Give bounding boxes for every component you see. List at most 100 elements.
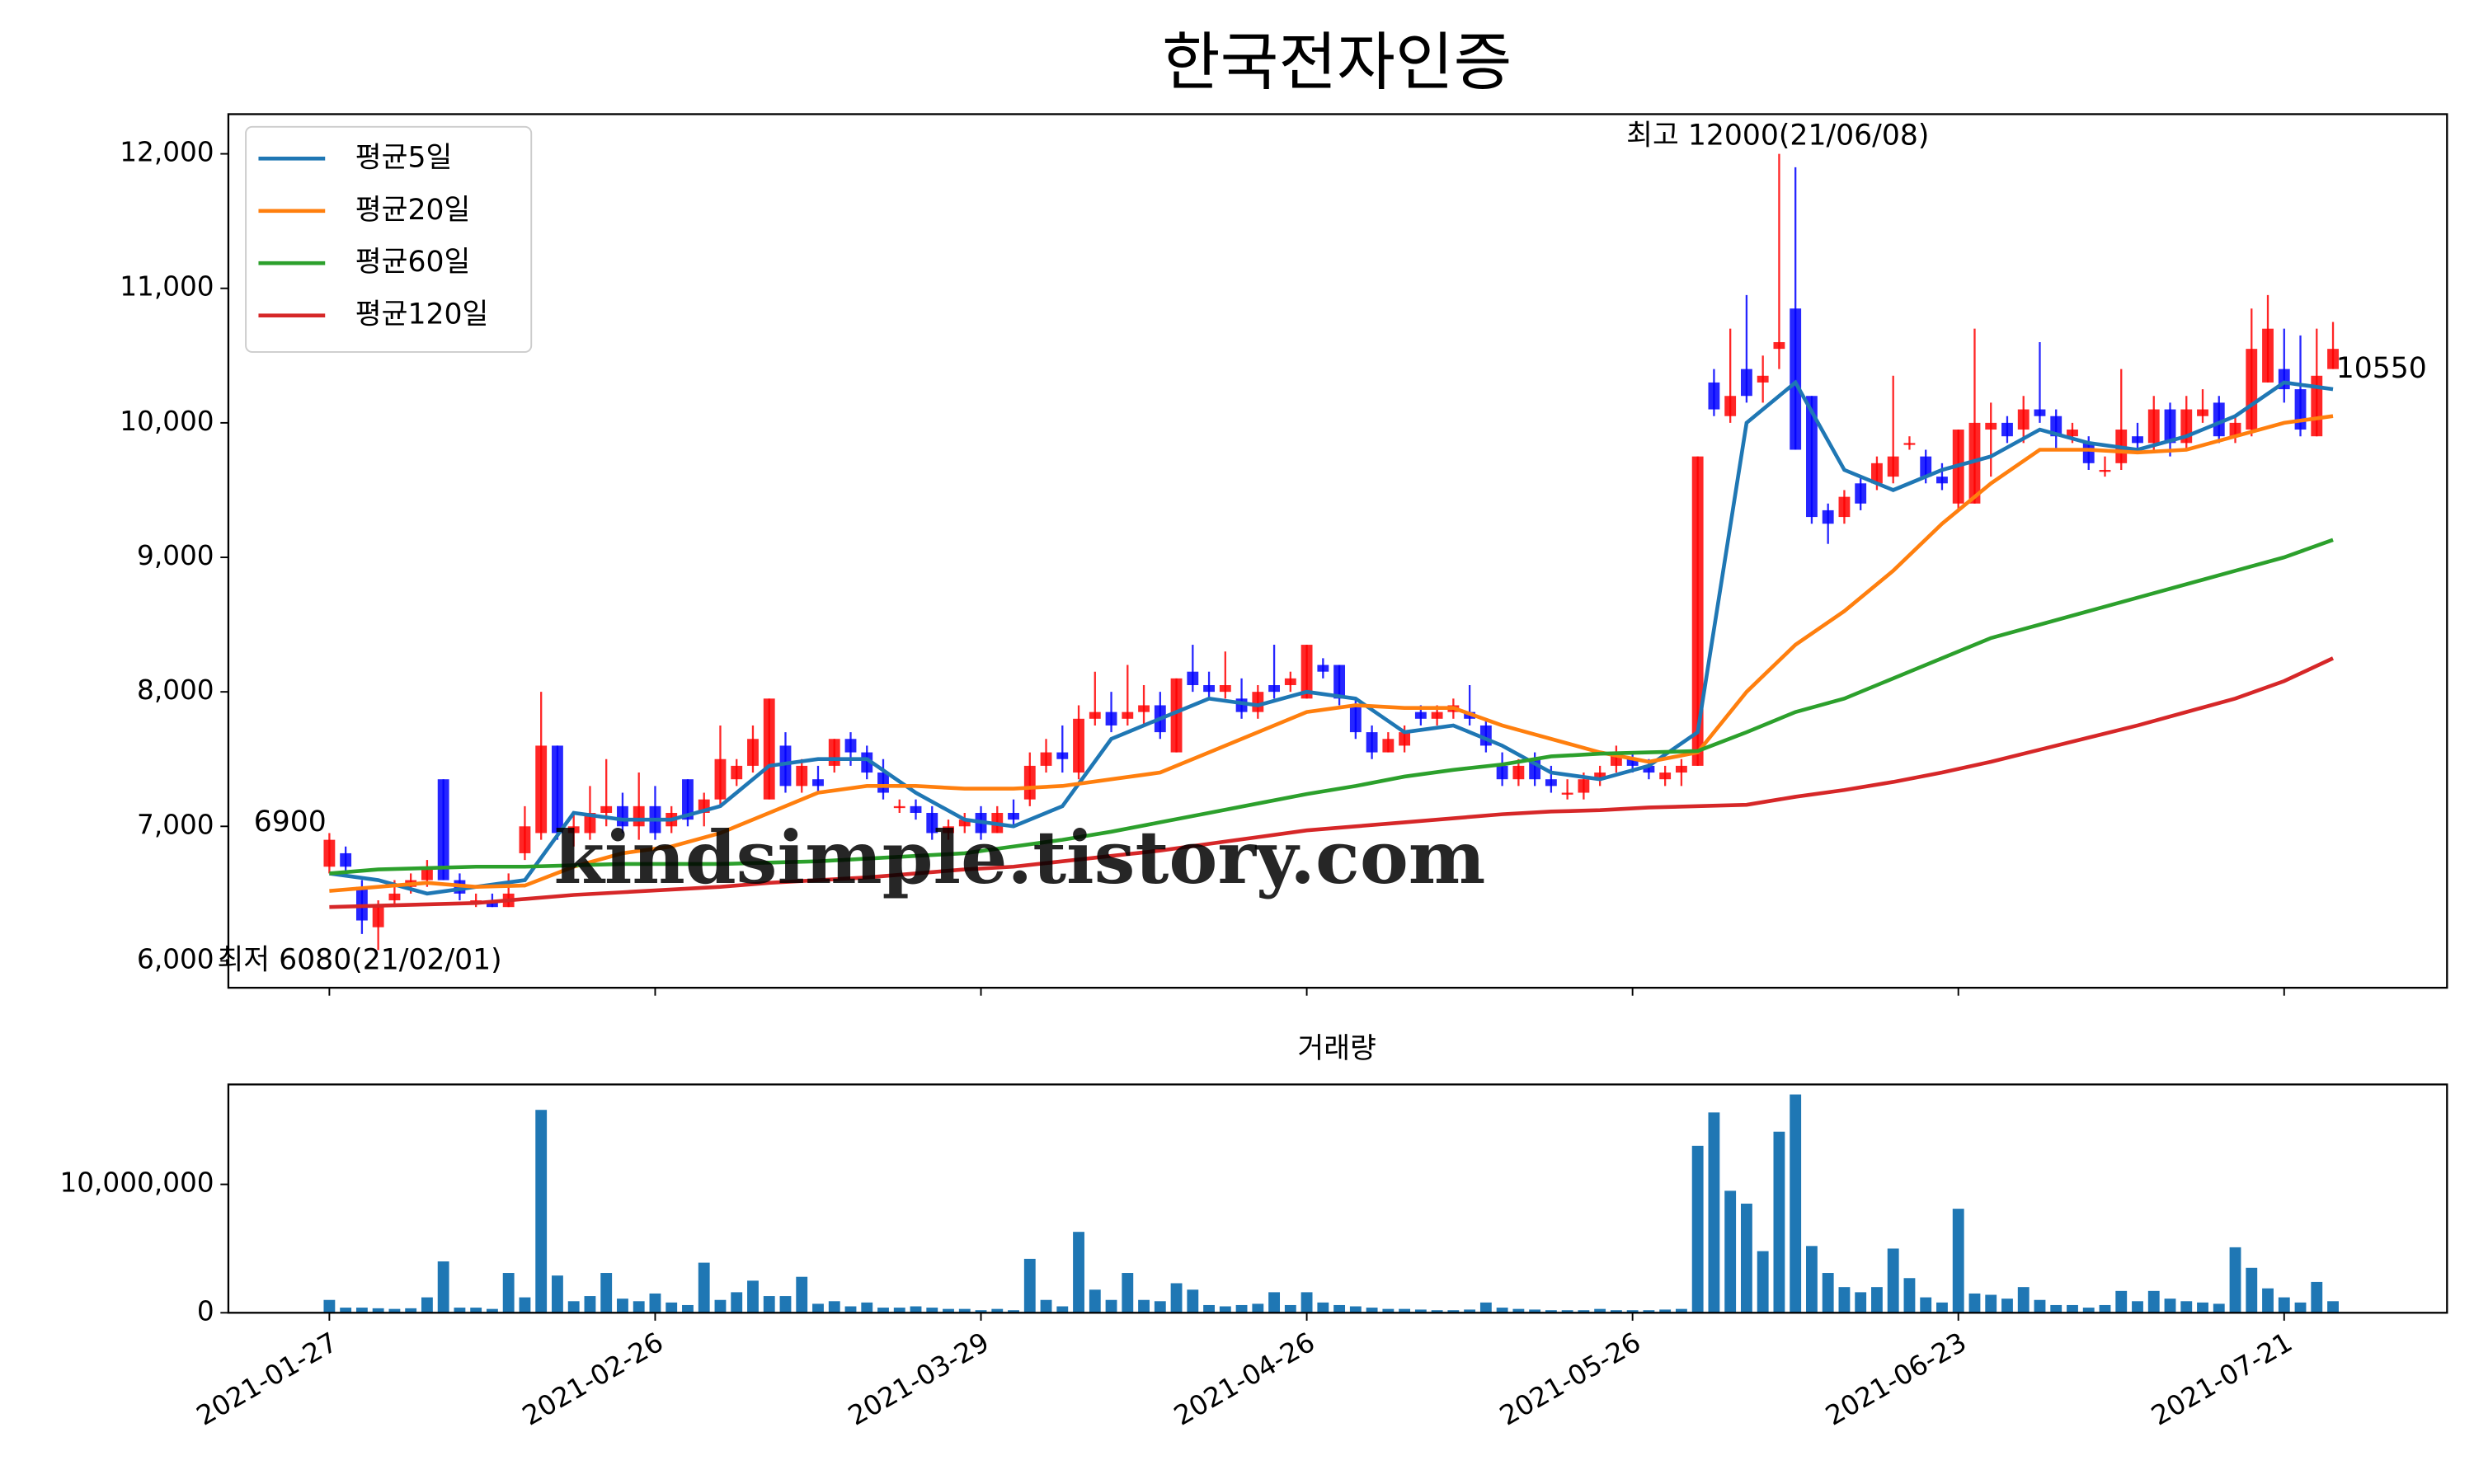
volume-bar — [1952, 1209, 1964, 1313]
volume-bar — [1773, 1131, 1785, 1313]
volume-bar — [1561, 1310, 1573, 1313]
volume-bar — [1040, 1299, 1052, 1313]
candle-body — [1219, 685, 1231, 693]
candle-body — [1936, 477, 1948, 484]
max-annotation: 최고 12000(21/06/08) — [1626, 119, 1929, 152]
candle-body — [1023, 765, 1036, 800]
volume-bar — [388, 1308, 401, 1313]
candle-body — [1790, 308, 1802, 450]
candle-body — [1366, 732, 1378, 753]
volume-bar — [1708, 1112, 1720, 1313]
candle-body — [2147, 409, 2160, 444]
volume-bar — [1806, 1246, 1818, 1313]
volume-bar — [1414, 1309, 1427, 1313]
candle-body — [828, 739, 840, 766]
candle-body — [1284, 678, 1296, 686]
volume-bar — [437, 1261, 449, 1313]
volume-bar — [877, 1308, 889, 1313]
candle-body — [1138, 705, 1150, 712]
candle-body — [1708, 382, 1720, 410]
volume-bar — [1512, 1308, 1525, 1313]
candle-body — [926, 812, 938, 834]
y-tick-label: 10,000 — [120, 406, 214, 437]
volume-bar — [1219, 1306, 1231, 1313]
volume-bar — [731, 1292, 743, 1313]
volume-bar — [844, 1306, 857, 1313]
volume-bar — [2294, 1302, 2307, 1313]
volume-bar — [1268, 1292, 1281, 1313]
volume-bar — [2050, 1304, 2062, 1313]
volume-bar — [1643, 1310, 1655, 1313]
end-annotation: 10550 — [2336, 352, 2427, 385]
candle-body — [1871, 463, 1883, 484]
volume-bar — [519, 1297, 531, 1313]
candle-body — [812, 779, 824, 787]
candle-body — [893, 805, 905, 809]
volume-bar — [1757, 1251, 1769, 1313]
candle-body — [1203, 685, 1215, 693]
volume-bar — [567, 1301, 580, 1313]
volume-bar — [1903, 1278, 1916, 1313]
volume-bar — [926, 1308, 938, 1313]
volume-bar — [682, 1304, 694, 1313]
start-annotation: 6900 — [254, 805, 327, 838]
candle-body — [1855, 483, 1867, 504]
candle-body — [1382, 739, 1395, 753]
candle-body — [1920, 456, 1932, 477]
volume-bar — [470, 1308, 482, 1313]
volume-bar — [1822, 1273, 1834, 1313]
volume-bar — [1187, 1289, 1199, 1313]
volume-bar — [747, 1280, 759, 1313]
volume-bar — [2147, 1290, 2160, 1313]
volume-bar — [1170, 1283, 1183, 1313]
volume-bar — [1382, 1308, 1395, 1313]
volume-bar — [1203, 1304, 1215, 1313]
candle-body — [1056, 752, 1069, 759]
volume-bar — [1300, 1292, 1313, 1313]
candle-body — [763, 698, 775, 800]
candle-body — [1040, 752, 1052, 766]
volume-bar — [584, 1296, 596, 1313]
candle-body — [682, 779, 694, 820]
y-tick-label: 9,000 — [137, 540, 214, 571]
candle-body — [2164, 409, 2176, 444]
candle-body — [2213, 402, 2225, 437]
volume-bar — [1691, 1145, 1704, 1313]
candle-body — [1105, 711, 1117, 726]
volume-frame — [227, 1083, 2448, 1314]
candle-body — [355, 886, 368, 921]
y-tick-label: 7,000 — [137, 809, 214, 840]
candle-body — [1317, 665, 1329, 672]
candle-body — [844, 739, 857, 753]
volume-bar — [1529, 1309, 1541, 1313]
candle-body — [1985, 422, 1997, 430]
volume-bar — [812, 1303, 824, 1313]
candle-body — [1187, 671, 1199, 686]
candle-body — [2197, 409, 2208, 416]
candle-body — [1757, 375, 1769, 383]
y-tick-label: 0 — [197, 1295, 214, 1327]
volume-bar — [666, 1302, 678, 1313]
candle-body — [1740, 369, 1752, 397]
candle-body — [1675, 765, 1687, 773]
candle-body — [600, 805, 613, 813]
candle-body — [340, 852, 352, 867]
volume-bar — [1545, 1310, 1557, 1313]
volume-bar — [1105, 1299, 1117, 1313]
volume-bar — [600, 1273, 613, 1313]
price-frame — [227, 113, 2448, 989]
candle-body — [2262, 328, 2274, 383]
volume-bar — [2278, 1297, 2290, 1313]
candle-body — [2050, 416, 2062, 437]
legend-box — [245, 125, 533, 353]
candle-body — [1968, 422, 1981, 504]
volume-bar — [2001, 1298, 2013, 1313]
candle-body — [2246, 349, 2258, 430]
candle-body — [714, 758, 727, 800]
volume-bar — [535, 1110, 548, 1313]
volume-bar — [1578, 1310, 1590, 1313]
volume-bar — [633, 1301, 645, 1313]
candle-body — [1643, 765, 1655, 773]
